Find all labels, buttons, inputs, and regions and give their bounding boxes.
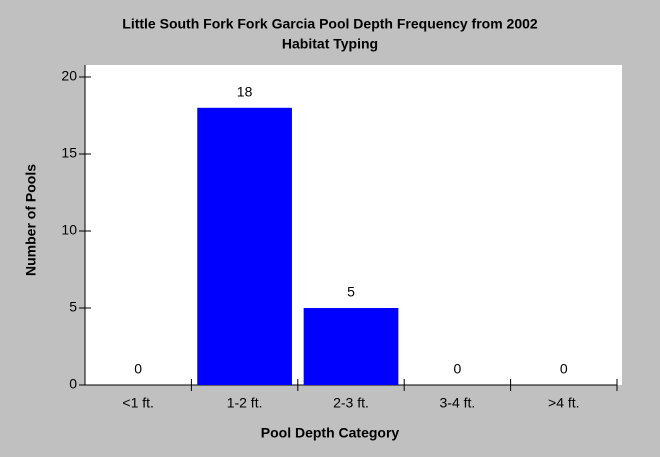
value-label: 0 [454,361,462,377]
y-tick-label: 5 [69,299,77,315]
chart-title: Habitat Typing [282,36,378,52]
value-label: 5 [347,284,355,300]
bar [197,107,292,386]
y-axis-title: Number of Pools [23,164,39,276]
y-tick-label: 10 [61,222,77,238]
y-tick-label: 0 [69,376,77,392]
value-label: 0 [560,361,568,377]
chart-title: Little South Fork Fork Garcia Pool Depth… [122,16,538,32]
x-tick-label: 3-4 ft. [440,395,476,411]
y-tick-label: 15 [61,145,77,161]
x-tick-label: <1 ft. [122,395,154,411]
x-tick-label: 1-2 ft. [227,395,263,411]
value-label: 18 [237,84,253,100]
value-label: 0 [134,361,142,377]
y-tick-label: 20 [61,68,77,84]
bar [303,308,399,385]
x-axis-title: Pool Depth Category [261,425,400,441]
x-tick-label: 2-3 ft. [333,395,369,411]
x-tick-label: >4 ft. [548,395,580,411]
